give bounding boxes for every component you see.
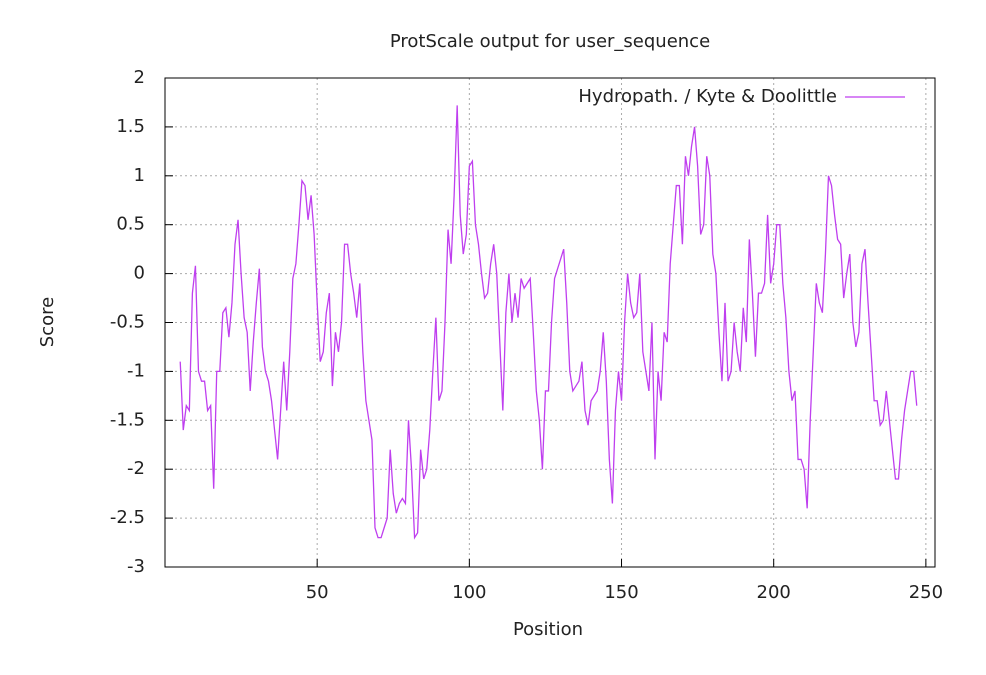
y-tick-label: -1 (127, 360, 145, 381)
y-tick-label: 1 (134, 165, 145, 186)
y-tick-label: 0.5 (116, 214, 145, 235)
x-tick-label: 50 (306, 582, 329, 603)
y-tick-label: 2 (134, 67, 145, 88)
y-tick-label: -3 (127, 556, 145, 577)
x-axis-label: Position (513, 619, 583, 640)
y-tick-label: -2.5 (110, 507, 145, 528)
y-tick-label: 0 (134, 263, 145, 284)
x-tick-label: 100 (452, 582, 486, 603)
x-tick-label: 150 (604, 582, 638, 603)
plot-frame (164, 77, 936, 568)
x-tick-label: 250 (909, 582, 943, 603)
y-axis-label: Score (37, 297, 58, 347)
data-line (179, 105, 918, 540)
chart-title: ProtScale output for user_sequence (390, 31, 710, 52)
y-tick-label: -0.5 (110, 312, 145, 333)
x-tick-label: 200 (757, 582, 791, 603)
y-tick-label: -1.5 (110, 409, 145, 430)
y-tick-label: 1.5 (116, 116, 145, 137)
y-tick-label: -2 (127, 458, 145, 479)
legend-label: Hydropath. / Kyte & Doolittle (578, 86, 837, 107)
